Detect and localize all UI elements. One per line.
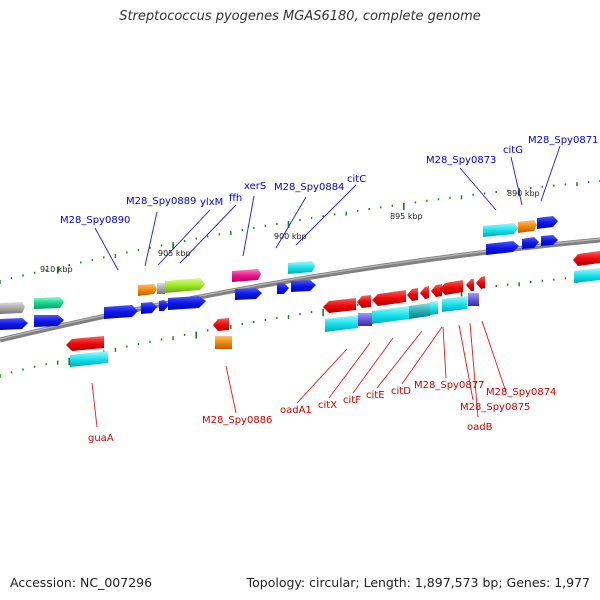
gene-arrow[interactable] <box>442 296 467 312</box>
gene-arrow[interactable] <box>518 220 537 233</box>
gene-label-m28-spy0889[interactable]: M28_Spy0889 <box>126 196 196 207</box>
upper-leader-lines <box>94 145 561 271</box>
gene-arrow[interactable] <box>430 301 438 315</box>
gene-arrow[interactable] <box>141 302 157 314</box>
gene-arrow[interactable] <box>323 298 356 313</box>
gene-label-citx[interactable]: citX <box>318 400 337 411</box>
gene-arrow[interactable] <box>409 303 430 319</box>
gene-label-ffh[interactable]: ffh <box>229 193 242 204</box>
gene-label-m28-spy0871[interactable]: M28_Spy0871 <box>528 135 598 146</box>
gene-label-guaa[interactable]: guaA <box>88 433 114 444</box>
gene-arrow[interactable] <box>0 318 28 330</box>
gene-arrow[interactable] <box>70 351 108 367</box>
gene-arrow[interactable] <box>574 268 600 283</box>
gene-arrow[interactable] <box>372 306 409 324</box>
gene-arrow[interactable] <box>213 318 229 331</box>
gene-label-m28-spy0890[interactable]: M28_Spy0890 <box>60 215 130 226</box>
gene-arrow[interactable] <box>0 302 25 314</box>
gene-arrow[interactable] <box>277 283 289 294</box>
lower-leader-lines <box>91 320 507 428</box>
scale-label-890: 890 kbp <box>507 189 540 198</box>
gene-arrow[interactable] <box>541 235 558 246</box>
gene-label-citc[interactable]: citC <box>347 174 366 185</box>
gene-label-m28-spy0874[interactable]: M28_Spy0874 <box>486 387 556 398</box>
gene-label-oadb[interactable]: oadB <box>467 422 493 433</box>
gene-label-m28-spy0875[interactable]: M28_Spy0875 <box>460 402 530 413</box>
gene-label-xers[interactable]: xerS <box>244 181 266 192</box>
gene-arrow[interactable] <box>372 290 406 306</box>
gene-arrow[interactable] <box>466 279 474 291</box>
genome-summary-text: Topology: circular; Length: 1,897,573 bp… <box>246 575 590 590</box>
gene-arrow[interactable] <box>483 223 518 237</box>
gene-block[interactable] <box>157 283 165 294</box>
gene-arrow[interactable] <box>104 305 138 319</box>
gene-arrow[interactable] <box>522 237 539 249</box>
gene-arrow[interactable] <box>407 288 418 301</box>
gene-arrow[interactable] <box>291 280 316 292</box>
gene-block[interactable] <box>358 313 372 326</box>
scale-label-895: 895 kbp <box>390 212 423 221</box>
accession-text: Accession: NC_007296 <box>10 575 153 590</box>
gene-arrow[interactable] <box>476 276 485 289</box>
gene-label-ylxm[interactable]: ylxM <box>200 197 223 208</box>
gene-arrow[interactable] <box>486 241 519 255</box>
gene-block[interactable] <box>468 293 479 306</box>
gene-arrow[interactable] <box>288 261 315 274</box>
gene-label-m28-spy0886[interactable]: M28_Spy0886 <box>202 415 272 426</box>
gene-arrow[interactable] <box>431 284 442 297</box>
gene-arrow[interactable] <box>440 280 463 295</box>
gene-label-cite[interactable]: citE <box>366 390 385 401</box>
forward-genes <box>0 216 600 330</box>
scale-label-910: 910 kbp <box>40 265 73 274</box>
reverse-genes <box>66 276 485 367</box>
gene-arrow[interactable] <box>235 288 262 300</box>
scale-label-900: 900 kbp <box>274 232 307 241</box>
gene-arrow[interactable] <box>34 315 64 327</box>
gene-label-m28-spy0884[interactable]: M28_Spy0884 <box>274 182 344 193</box>
gene-arrow[interactable] <box>159 300 169 311</box>
gene-arrow[interactable] <box>34 297 64 309</box>
gene-arrow[interactable] <box>66 336 104 351</box>
gene-arrow[interactable] <box>325 315 358 332</box>
gene-label-oada1[interactable]: oadA1 <box>280 405 312 416</box>
gene-arrow[interactable] <box>168 296 206 310</box>
gene-label-citd[interactable]: citD <box>391 386 411 397</box>
page-title: Streptococcus pyogenes MGAS6180, complet… <box>119 9 481 24</box>
gene-arrow[interactable] <box>232 269 261 282</box>
gene-arrow[interactable] <box>537 216 558 229</box>
gene-arrow[interactable] <box>420 286 429 299</box>
gene-label-m28-spy0877[interactable]: M28_Spy0877 <box>414 380 484 391</box>
gene-label-m28-spy0873[interactable]: M28_Spy0873 <box>426 155 496 166</box>
gene-arrow[interactable] <box>573 251 600 266</box>
gene-arrow[interactable] <box>165 278 205 293</box>
gene-arrow[interactable] <box>357 295 371 308</box>
gene-block[interactable] <box>215 336 232 349</box>
gene-label-citf[interactable]: citF <box>343 395 361 406</box>
scale-label-905: 905 kbp <box>158 249 191 258</box>
gene-label-citg[interactable]: citG <box>503 145 523 156</box>
gene-arrow[interactable] <box>138 284 157 296</box>
